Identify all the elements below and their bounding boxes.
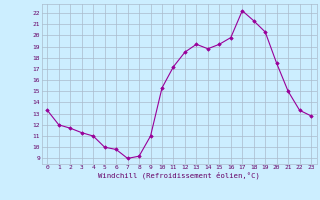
X-axis label: Windchill (Refroidissement éolien,°C): Windchill (Refroidissement éolien,°C) [98, 172, 260, 179]
